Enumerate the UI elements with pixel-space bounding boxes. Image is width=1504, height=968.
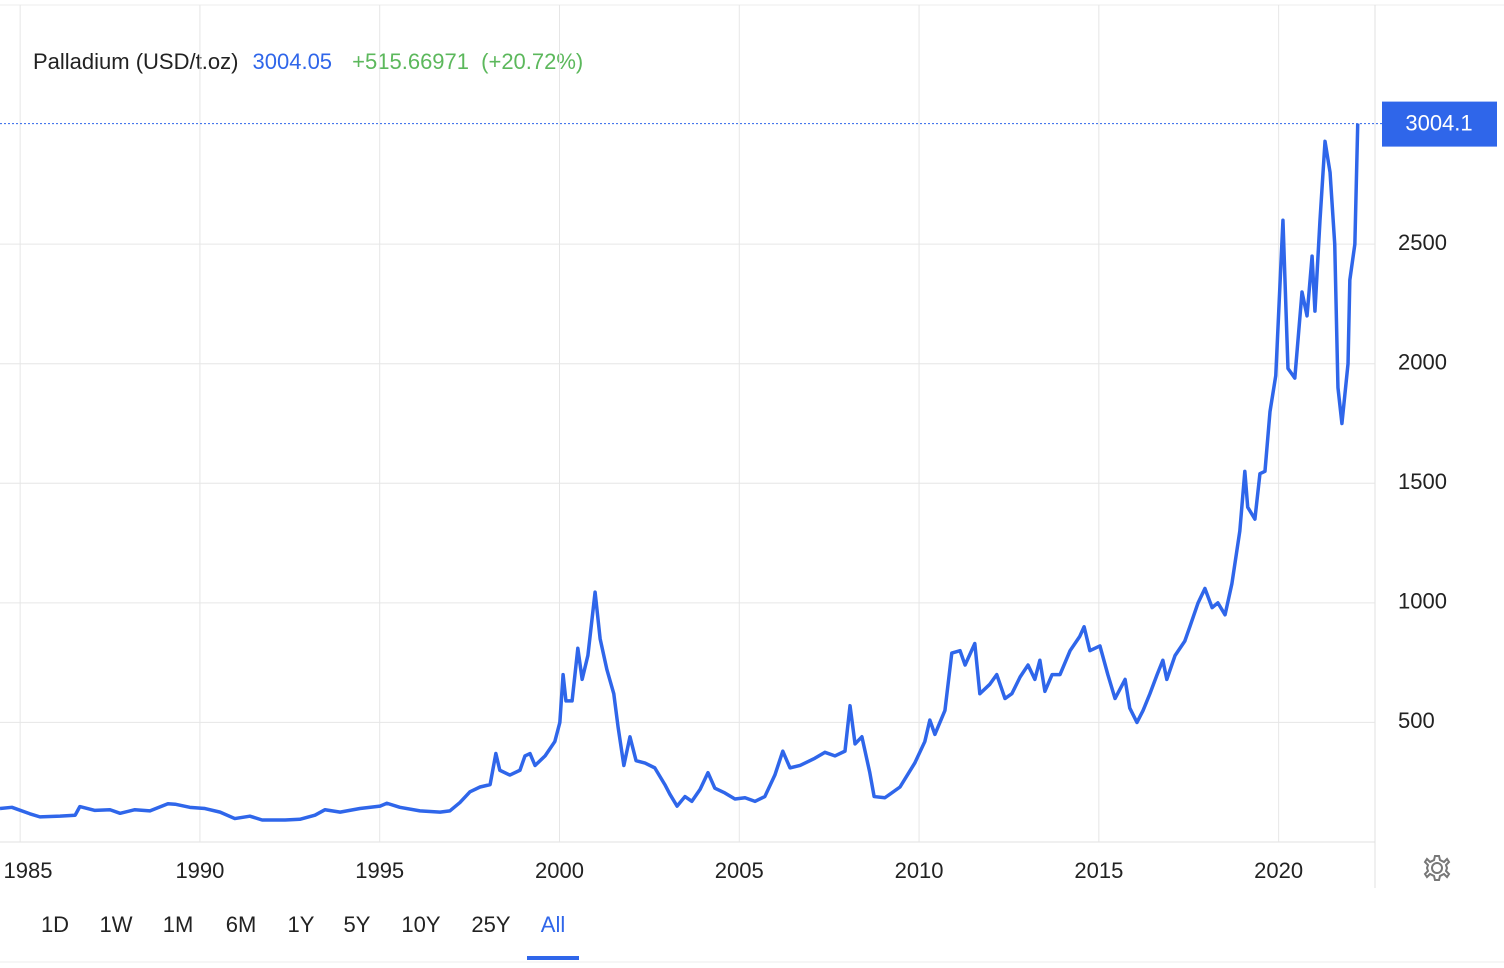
price-line — [0, 123, 1360, 822]
y-tick-label: 2500 — [1398, 230, 1447, 255]
price-change-percent: (+20.72%) — [481, 49, 583, 74]
x-tick-label: 1995 — [355, 858, 404, 883]
last-price-tag-label: 3004.1 — [1405, 110, 1472, 135]
range-button[interactable]: 1W — [100, 912, 133, 937]
range-button[interactable]: 1D — [41, 912, 69, 937]
y-tick-label: 1000 — [1398, 589, 1447, 614]
last-price-tag — [1382, 101, 1497, 147]
range-button[interactable]: 5Y — [344, 912, 371, 937]
instrument-name: Palladium (USD/t.oz) — [33, 49, 238, 74]
x-tick-label: 1985 — [4, 858, 53, 883]
range-button[interactable]: 6M — [226, 912, 257, 937]
range-button[interactable]: All — [541, 912, 565, 937]
x-tick-label: 1990 — [175, 858, 224, 883]
range-button[interactable]: 25Y — [471, 912, 510, 937]
x-tick-label: 2005 — [715, 858, 764, 883]
y-tick-label: 1500 — [1398, 469, 1447, 494]
range-button-underline — [527, 956, 579, 960]
x-tick-label: 2020 — [1254, 858, 1303, 883]
range-button[interactable]: 10Y — [401, 912, 440, 937]
settings-gear[interactable] — [1423, 855, 1451, 881]
price-change: +515.66971 — [352, 49, 469, 74]
y-tick-label: 2000 — [1398, 350, 1447, 375]
y-tick-label: 500 — [1398, 708, 1435, 733]
x-tick-label: 2015 — [1074, 858, 1123, 883]
x-tick-label: 2010 — [895, 858, 944, 883]
range-button[interactable]: 1Y — [288, 912, 315, 937]
last-price: 3004.05 — [253, 49, 333, 74]
header: Palladium (USD/t.oz) 3004.05 +515.66971 … — [33, 49, 583, 74]
range-button[interactable]: 1M — [163, 912, 194, 937]
x-tick-label: 2000 — [535, 858, 584, 883]
